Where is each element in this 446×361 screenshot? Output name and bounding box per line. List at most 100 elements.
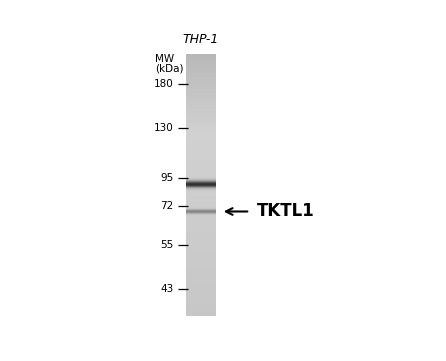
Bar [186, 121, 215, 122]
Bar [186, 284, 215, 285]
Bar [186, 165, 215, 166]
Bar [186, 150, 215, 151]
Bar [186, 155, 215, 156]
Bar [186, 214, 215, 215]
Bar [186, 210, 215, 211]
Bar [186, 297, 215, 298]
Bar [186, 101, 215, 102]
Bar [186, 217, 215, 218]
Bar [186, 105, 215, 106]
Bar [186, 71, 215, 72]
Bar [186, 174, 215, 175]
Bar [186, 258, 215, 259]
Bar [186, 84, 215, 85]
Bar [186, 190, 215, 191]
Bar [186, 239, 215, 240]
Bar [186, 72, 215, 73]
Bar [186, 314, 215, 315]
Bar [186, 153, 215, 154]
Bar [186, 158, 215, 159]
Bar [186, 216, 215, 217]
Bar [186, 251, 215, 252]
Text: THP-1: THP-1 [183, 33, 219, 46]
Bar [186, 195, 215, 196]
Bar [186, 68, 215, 69]
Bar [186, 287, 215, 288]
Bar [186, 248, 215, 249]
Bar [186, 82, 215, 83]
Bar [186, 132, 215, 133]
Bar [186, 229, 215, 230]
Bar [186, 256, 215, 257]
Bar [186, 93, 215, 95]
Bar [186, 247, 215, 248]
Bar [186, 257, 215, 258]
Bar [186, 238, 215, 239]
Bar [186, 157, 215, 158]
Bar [186, 291, 215, 292]
Bar [186, 90, 215, 91]
Bar [186, 73, 215, 74]
Bar [186, 129, 215, 130]
Bar [186, 107, 215, 108]
Bar [186, 278, 215, 279]
Bar [186, 199, 215, 200]
Bar [186, 194, 215, 195]
Bar [186, 234, 215, 235]
Bar [186, 280, 215, 281]
Bar [186, 286, 215, 287]
Bar [186, 167, 215, 168]
Bar [186, 77, 215, 78]
Bar [186, 98, 215, 99]
Bar [186, 232, 215, 233]
Bar [186, 202, 215, 203]
Text: (kDa): (kDa) [155, 63, 184, 73]
Bar [186, 292, 215, 293]
Bar [186, 55, 215, 56]
Bar [186, 206, 215, 207]
Bar [186, 204, 215, 205]
Bar [186, 138, 215, 139]
Bar [186, 79, 215, 80]
Bar [186, 271, 215, 272]
Bar [186, 305, 215, 306]
Bar [186, 152, 215, 153]
Bar [186, 285, 215, 286]
Bar [186, 104, 215, 105]
Bar [186, 309, 215, 310]
Bar [186, 219, 215, 220]
Bar [186, 173, 215, 174]
Bar [186, 308, 215, 309]
Bar [186, 140, 215, 141]
Bar [186, 306, 215, 307]
Bar [186, 154, 215, 155]
Bar [186, 133, 215, 134]
Bar [186, 88, 215, 89]
Bar [186, 162, 215, 163]
Bar [186, 127, 215, 129]
Bar [186, 293, 215, 294]
Bar [186, 92, 215, 93]
Bar [186, 66, 215, 67]
Bar [186, 86, 215, 87]
Bar [186, 228, 215, 229]
Bar [186, 310, 215, 312]
Bar [186, 213, 215, 214]
Bar [186, 109, 215, 110]
Bar [186, 135, 215, 136]
Bar [186, 212, 215, 213]
Bar [186, 134, 215, 135]
Bar [186, 148, 215, 149]
Bar [186, 259, 215, 260]
Bar [186, 270, 215, 271]
Bar [186, 61, 215, 62]
Bar [186, 264, 215, 265]
Bar [186, 56, 215, 57]
Bar [186, 164, 215, 165]
Bar [186, 230, 215, 231]
Bar [186, 272, 215, 273]
Bar [186, 315, 215, 316]
Bar [186, 233, 215, 234]
Bar [186, 205, 215, 206]
Bar [186, 102, 215, 103]
